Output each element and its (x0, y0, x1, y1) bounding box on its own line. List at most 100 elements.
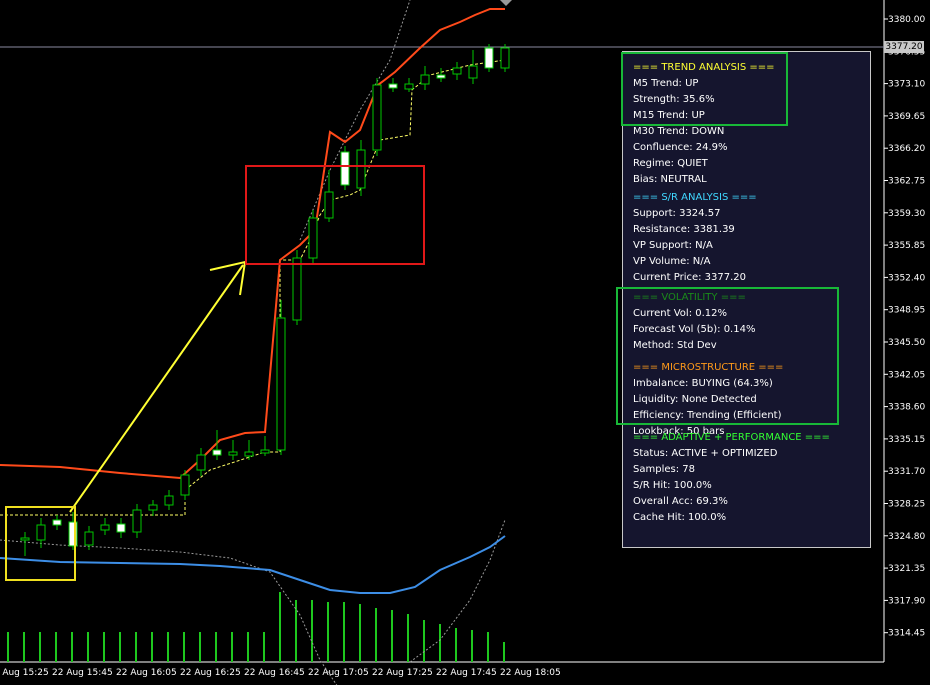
m15-trend: M15 Trend: UP (633, 110, 705, 121)
candle-body (372, 84, 382, 151)
trend-header: === TREND ANALYSIS === (633, 62, 775, 73)
candle-body (452, 67, 462, 75)
candle-body (100, 524, 110, 531)
candle-body (356, 149, 366, 189)
forecast-vol: Forecast Vol (5b): 0.14% (633, 324, 756, 335)
price-axis-label: 3348.95 (888, 306, 925, 316)
regime: Regime: QUIET (633, 158, 708, 169)
scroll-marker-icon (500, 0, 512, 6)
price-axis-label: 3366.20 (888, 144, 925, 154)
upper-dotted-band-right (409, 519, 506, 663)
price-axis-label: 3338.60 (888, 403, 925, 413)
status: Status: ACTIVE + OPTIMIZED (633, 448, 778, 459)
candle-body (228, 451, 238, 456)
price-axis-label: 3355.85 (888, 241, 925, 251)
price-axis-label: 3362.75 (888, 177, 925, 187)
time-axis-label: 22 Aug 18:05 (500, 668, 561, 678)
current-price-readout: Current Price: 3377.20 (633, 272, 747, 283)
efficiency: Efficiency: Trending (Efficient) (633, 410, 782, 421)
strength: Strength: 35.6% (633, 94, 715, 105)
adaptive-header: === ADAPTIVE + PERFORMANCE === (633, 432, 830, 443)
lower-dotted-band (0, 539, 338, 685)
current-vol: Current Vol: 0.12% (633, 308, 728, 319)
price-axis: 3380.003376.553373.103369.653366.203362.… (884, 15, 925, 639)
candle-body (68, 521, 78, 547)
vol-method: Method: Std Dev (633, 340, 717, 351)
candle-body (148, 504, 158, 511)
candle-body (276, 317, 286, 451)
candle-body (484, 47, 494, 69)
candle-body (308, 217, 318, 259)
candle-body (420, 74, 430, 85)
time-axis-label: 22 Aug 17:05 (308, 668, 369, 678)
lookback: Lookback: 50 bars (633, 426, 725, 437)
cache-hit: Cache Hit: 100.0% (633, 512, 727, 523)
candle-body (324, 191, 334, 219)
time-axis-label: 22 Aug 15:45 (52, 668, 113, 678)
time-axis-label: 22 Aug 17:45 (436, 668, 497, 678)
candle-body (388, 83, 398, 89)
price-axis-label: 3321.35 (888, 564, 925, 574)
candlesticks (20, 44, 510, 556)
candle-body (116, 523, 126, 533)
trend-arrow-head (209, 260, 247, 296)
candle-body (164, 495, 174, 506)
candle-body (20, 537, 30, 541)
red-highlight-box (245, 165, 425, 265)
sr-header: === S/R ANALYSIS === (633, 192, 757, 203)
imbalance: Imbalance: BUYING (64.3%) (633, 378, 773, 389)
candle-body (36, 524, 46, 541)
support: Support: 3324.57 (633, 208, 721, 219)
candle-body (500, 47, 510, 69)
yellow-highlight-box (5, 506, 76, 581)
candle-body (180, 474, 190, 496)
price-axis-label: 3328.25 (888, 500, 925, 510)
m5-trend: M5 Trend: UP (633, 78, 699, 89)
price-axis-label: 3324.80 (888, 532, 925, 542)
price-axis-label: 3352.40 (888, 273, 925, 283)
price-axis-label: 3342.05 (888, 370, 925, 380)
samples: Samples: 78 (633, 464, 695, 475)
resistance: Resistance: 3381.39 (633, 224, 735, 235)
vp-support: VP Support: N/A (633, 240, 713, 251)
candle-body (436, 74, 446, 79)
price-axis-label: 3335.15 (888, 435, 925, 445)
support-dashed-line (0, 59, 506, 516)
volume-histogram (7, 592, 505, 662)
analysis-panel: === TREND ANALYSIS === M5 Trend: UP Stre… (622, 51, 871, 548)
candle-body (292, 257, 302, 321)
candle-body (468, 65, 478, 79)
candle-body (196, 454, 206, 471)
m30-trend: M30 Trend: DOWN (633, 126, 725, 137)
price-axis-label: 3359.30 (888, 209, 925, 219)
price-axis-label: 3380.00 (888, 15, 925, 25)
time-axis-label: 22 Aug 15:25 (0, 668, 49, 678)
candle-body (84, 531, 94, 546)
price-axis-label: 3331.70 (888, 467, 925, 477)
current-price-tag: 3377.20 (884, 41, 924, 53)
micro-header: === MICROSTRUCTURE === (633, 362, 784, 373)
price-axis-label: 3369.65 (888, 112, 925, 122)
trend-arrow (69, 264, 244, 513)
time-axis-label: 22 Aug 16:25 (180, 668, 241, 678)
candle-body (404, 83, 414, 90)
liquidity: Liquidity: None Detected (633, 394, 757, 405)
candle-body (212, 449, 222, 456)
upper-band-line (0, 8, 505, 480)
upper-dotted-band-top (299, 0, 411, 241)
candle-body (340, 151, 350, 186)
price-axis-label: 3345.50 (888, 338, 925, 348)
vp-volume: VP Volume: N/A (633, 256, 711, 267)
time-axis-label: 22 Aug 16:05 (116, 668, 177, 678)
price-axis-label: 3317.90 (888, 596, 925, 606)
sr-hit: S/R Hit: 100.0% (633, 480, 712, 491)
candle-body (52, 519, 62, 526)
volatility-header: === VOLATILITY === (633, 292, 746, 303)
lower-band-line (0, 535, 506, 594)
candle-body (244, 451, 254, 457)
time-axis-label: 22 Aug 17:25 (372, 668, 433, 678)
price-axis-label: 3373.10 (888, 80, 925, 90)
overall-acc: Overall Acc: 69.3% (633, 496, 728, 507)
